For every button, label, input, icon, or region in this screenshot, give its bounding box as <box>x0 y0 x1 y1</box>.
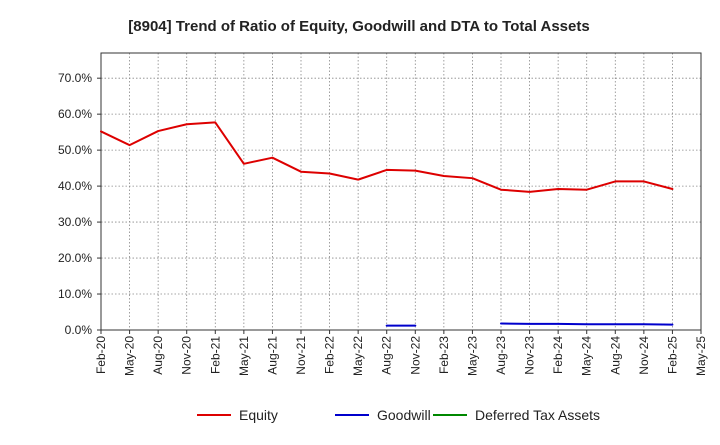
x-tick-label: May-25 <box>694 336 708 376</box>
x-tick-label: Feb-24 <box>551 336 565 374</box>
chart-title: [8904] Trend of Ratio of Equity, Goodwil… <box>128 18 589 35</box>
x-tick-label: Aug-24 <box>608 336 622 375</box>
x-tick-label: Nov-22 <box>408 336 422 375</box>
x-tick-label: Nov-21 <box>294 336 308 375</box>
x-tick-label: Aug-20 <box>151 336 165 375</box>
y-tick-label: 40.0% <box>58 179 92 193</box>
x-tick-label: Aug-23 <box>494 336 508 375</box>
legend-label: Goodwill <box>377 407 431 423</box>
grid-layer <box>101 53 701 330</box>
legend-label: Deferred Tax Assets <box>475 407 600 423</box>
x-tick-label: May-24 <box>580 336 594 376</box>
x-tick-label: May-20 <box>123 336 137 376</box>
x-tick-label: Nov-23 <box>523 336 537 375</box>
y-tick-label: 70.0% <box>58 71 92 85</box>
series-goodwill <box>385 322 674 327</box>
y-tick-label: 60.0% <box>58 107 92 121</box>
x-tick-label: Feb-23 <box>437 336 451 374</box>
series-line <box>500 322 674 326</box>
x-tick-label: Nov-24 <box>637 336 651 375</box>
legend-item: Goodwill <box>335 407 431 423</box>
y-tick-label: 10.0% <box>58 287 92 301</box>
x-tick-label: May-23 <box>465 336 479 376</box>
y-tick-label: 30.0% <box>58 215 92 229</box>
x-tick-label: Feb-21 <box>208 336 222 374</box>
x-tick-label: Feb-22 <box>323 336 337 374</box>
legend-item: Deferred Tax Assets <box>433 407 600 423</box>
legend-label: Equity <box>239 407 278 423</box>
legend-item: Equity <box>197 407 278 423</box>
x-tick-label: Aug-22 <box>380 336 394 375</box>
legend: Equity Goodwill Deferred Tax Assets <box>197 407 600 423</box>
x-tick-label: May-22 <box>351 336 365 376</box>
series-line <box>100 121 674 193</box>
axis-layer: 0.0% 10.0% 20.0% 30.0% 40.0% 50.0% 60.0% 70.0% F… <box>58 52 708 376</box>
series-layer <box>100 121 674 327</box>
x-tick-label: Aug-21 <box>265 336 279 375</box>
y-tick-label: 0.0% <box>65 323 93 337</box>
x-tick-label: May-21 <box>237 336 251 376</box>
y-tick-label: 20.0% <box>58 251 92 265</box>
x-tick-label: Feb-25 <box>665 336 679 374</box>
x-tick-label: Nov-20 <box>180 336 194 375</box>
plot-frame <box>100 52 702 331</box>
y-tick-label: 50.0% <box>58 143 92 157</box>
series-equity <box>100 121 674 193</box>
x-tick-label: Feb-20 <box>94 336 108 374</box>
